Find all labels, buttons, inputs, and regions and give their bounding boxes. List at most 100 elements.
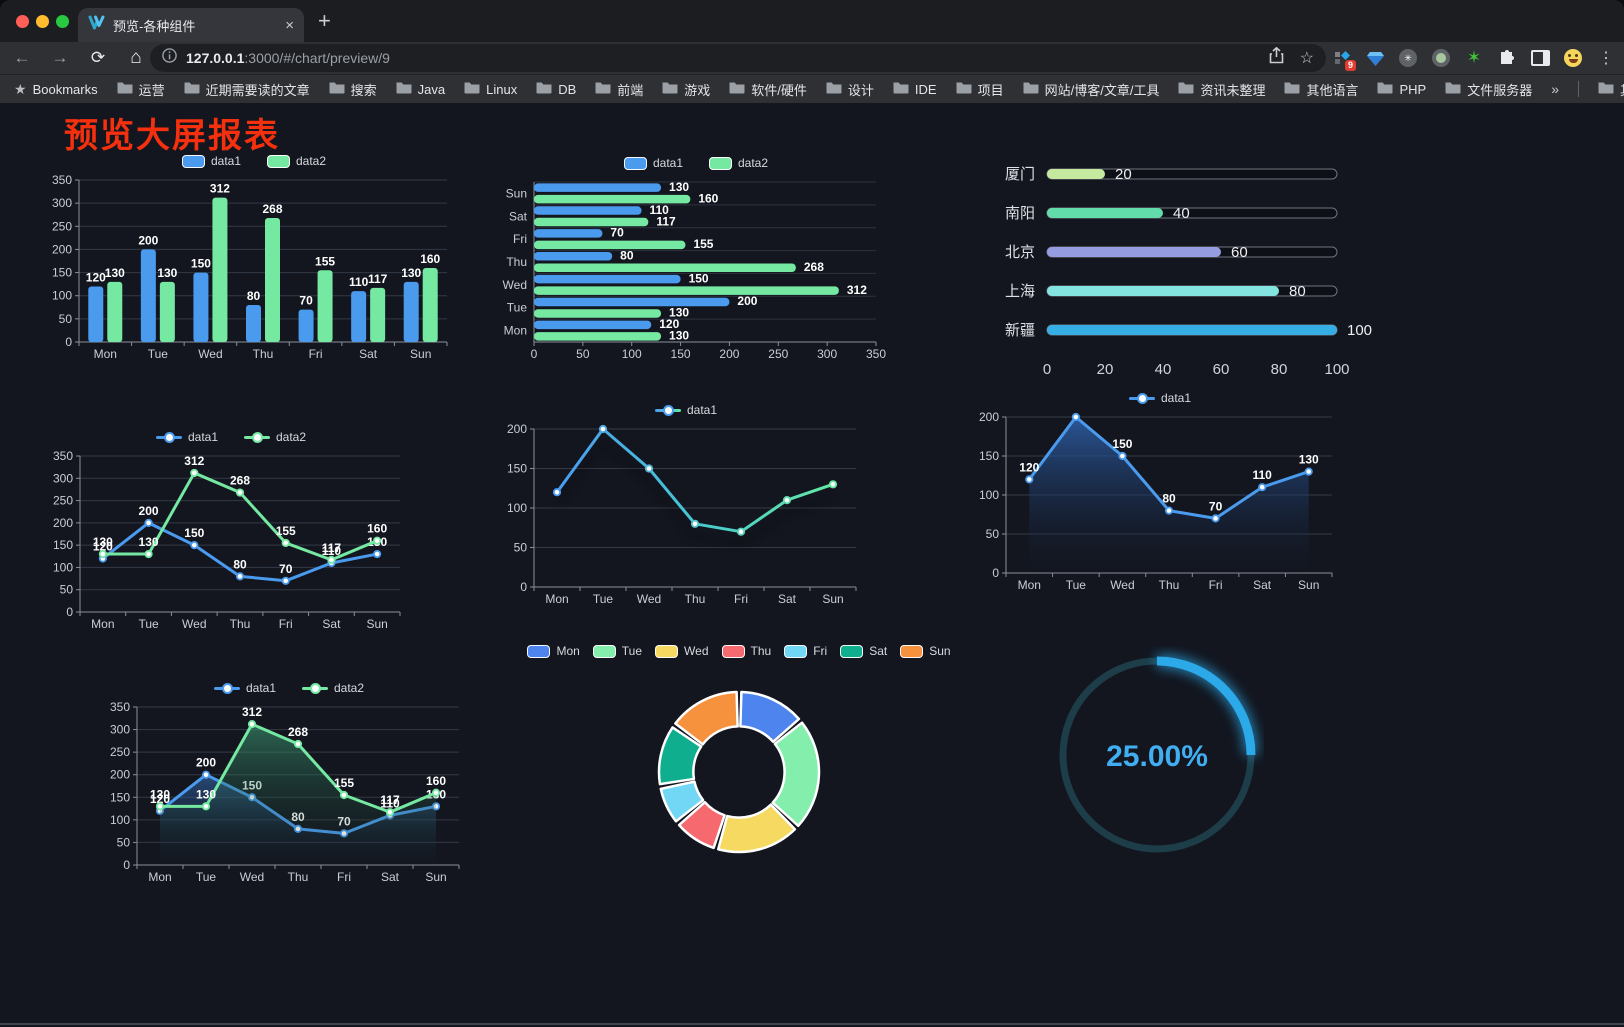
share-icon[interactable] bbox=[1269, 46, 1284, 69]
tab-close-icon[interactable]: × bbox=[285, 16, 294, 34]
legend-item[interactable]: Tue bbox=[592, 644, 642, 658]
legend-item[interactable]: Sat bbox=[840, 644, 887, 658]
legend-item[interactable]: data2 bbox=[267, 154, 326, 168]
bookmark-folder[interactable]: 运营 bbox=[117, 80, 165, 99]
window-zoom-button[interactable] bbox=[56, 15, 69, 28]
bookmarks-root[interactable]: ★ Bookmarks bbox=[14, 80, 98, 97]
star-extension-icon[interactable]: ✶ bbox=[1466, 48, 1482, 67]
bookmarks-divider bbox=[1578, 81, 1580, 97]
svg-text:200: 200 bbox=[110, 768, 130, 782]
svg-text:Thu: Thu bbox=[506, 255, 527, 269]
legend-item[interactable]: data1 bbox=[1128, 391, 1191, 405]
svg-text:120: 120 bbox=[1019, 460, 1039, 474]
svg-text:0: 0 bbox=[1043, 361, 1051, 378]
svg-text:80: 80 bbox=[247, 289, 261, 303]
legend-item[interactable]: data2 bbox=[302, 681, 364, 695]
bookmark-folder[interactable]: Java bbox=[396, 81, 445, 97]
bookmark-folder[interactable]: 近期需要读的文章 bbox=[184, 80, 310, 99]
bookmark-folder[interactable]: 游戏 bbox=[662, 80, 710, 99]
bookmark-folder[interactable]: 项目 bbox=[956, 80, 1004, 99]
donut-slice-Tue bbox=[771, 721, 821, 828]
site-info-icon[interactable] bbox=[162, 48, 177, 68]
svg-text:0: 0 bbox=[531, 347, 538, 361]
extension-grid-icon[interactable]: 9 bbox=[1332, 48, 1356, 71]
folder-icon bbox=[536, 81, 552, 97]
home-icon[interactable]: ⌂ bbox=[130, 47, 142, 68]
bookmark-folder[interactable]: 搜索 bbox=[329, 80, 377, 99]
legend-item[interactable]: data2 bbox=[709, 156, 768, 170]
line-grouped-canvas: 0 50 100 150 200 250 300 350 Mon Tue Wed Thu Fri Sat S… bbox=[53, 449, 401, 631]
emoji-extension-icon[interactable] bbox=[1563, 48, 1583, 68]
bar-horizontal-legend: data1 data2 bbox=[500, 152, 892, 174]
side-panel-icon[interactable] bbox=[1530, 48, 1550, 68]
bookmark-folder[interactable]: 网站/博客/文章/工具 bbox=[1023, 80, 1159, 99]
svg-text:117: 117 bbox=[322, 541, 342, 555]
other-bookmarks[interactable]: 其他书签 bbox=[1598, 80, 1624, 99]
address-bar[interactable]: 127.0.0.1:3000/#/chart/preview/9 ☆ bbox=[150, 44, 1326, 72]
folder-icon bbox=[1284, 81, 1300, 97]
bookmark-folder[interactable]: 资讯未整理 bbox=[1178, 80, 1265, 99]
svg-text:50: 50 bbox=[986, 527, 1000, 541]
svg-text:50: 50 bbox=[576, 347, 590, 361]
chart-line-grouped: data1 data2 0 50 100 150 200 250 300 350 Mon Tue Wed… bbox=[46, 426, 416, 634]
donut-slice-Wed bbox=[717, 803, 797, 854]
bookmark-folder[interactable]: IDE bbox=[893, 81, 937, 97]
dot-extension-icon[interactable] bbox=[1431, 48, 1451, 68]
svg-text:110: 110 bbox=[1252, 468, 1272, 482]
svg-text:80: 80 bbox=[233, 557, 247, 571]
svg-text:40: 40 bbox=[1155, 361, 1172, 378]
svg-text:150: 150 bbox=[1112, 437, 1132, 451]
forward-icon[interactable]: → bbox=[51, 48, 69, 67]
bookmark-folder[interactable]: PHP bbox=[1377, 81, 1426, 97]
asterisk-extension-icon[interactable]: ✳ bbox=[1398, 48, 1418, 68]
svg-text:150: 150 bbox=[671, 347, 691, 361]
bookmarks-overflow-chevron[interactable]: » bbox=[1551, 81, 1560, 97]
svg-text:50: 50 bbox=[59, 312, 73, 326]
bookmark-folder[interactable]: Linux bbox=[464, 81, 517, 97]
url-host: 127.0.0.1 bbox=[186, 50, 245, 66]
bookmark-folder[interactable]: DB bbox=[536, 81, 576, 97]
bookmark-folder[interactable]: 文件服务器 bbox=[1445, 80, 1532, 99]
window-minimize-button[interactable] bbox=[36, 15, 49, 28]
window-close-button[interactable] bbox=[16, 15, 29, 28]
svg-text:南阳: 南阳 bbox=[1005, 205, 1035, 222]
reload-icon[interactable]: ⟳ bbox=[90, 48, 106, 67]
browser-tab[interactable]: 预览-各种组件 × bbox=[78, 8, 304, 42]
gem-extension-icon[interactable] bbox=[1365, 48, 1385, 68]
legend-item[interactable]: data1 bbox=[155, 430, 218, 444]
svg-text:Wed: Wed bbox=[1110, 578, 1134, 592]
bookmark-folder[interactable]: 前端 bbox=[595, 80, 643, 99]
svg-text:70: 70 bbox=[610, 226, 624, 240]
donut-canvas bbox=[657, 690, 821, 854]
browser-menu-icon[interactable]: ⋮ bbox=[1598, 50, 1614, 67]
puzzle-extensions-icon[interactable] bbox=[1497, 48, 1517, 68]
legend-item[interactable]: Thu bbox=[721, 644, 771, 658]
legend-item[interactable]: data1 bbox=[181, 154, 241, 168]
legend-item[interactable]: Sun bbox=[900, 644, 951, 658]
legend-item[interactable]: Wed bbox=[655, 644, 709, 658]
folder-icon bbox=[662, 81, 678, 97]
svg-text:Wed: Wed bbox=[503, 278, 527, 292]
bookmark-folder[interactable]: 其他语言 bbox=[1284, 80, 1358, 99]
svg-text:110: 110 bbox=[349, 275, 369, 289]
new-tab-button[interactable]: + bbox=[318, 8, 331, 33]
legend-item[interactable]: Fri bbox=[784, 644, 827, 658]
legend-item[interactable]: data1 bbox=[654, 403, 717, 417]
svg-text:Wed: Wed bbox=[637, 592, 661, 606]
legend-item[interactable]: Mon bbox=[527, 644, 580, 658]
bookmark-star-icon[interactable]: ☆ bbox=[1299, 50, 1314, 67]
tab-title: 预览-各种组件 bbox=[113, 18, 196, 34]
bookmark-folder[interactable]: 设计 bbox=[826, 80, 874, 99]
legend-item[interactable]: data2 bbox=[244, 430, 306, 444]
back-icon[interactable]: ← bbox=[13, 48, 31, 67]
legend-item[interactable]: data1 bbox=[213, 681, 276, 695]
svg-text:300: 300 bbox=[52, 196, 72, 210]
svg-text:160: 160 bbox=[698, 191, 718, 205]
chart-progress-bars: 厦门 20 南阳 40 北京 60 上海 80 新疆 100 0 20 40 60 80 100 bbox=[995, 152, 1395, 384]
svg-text:110: 110 bbox=[649, 203, 669, 217]
svg-text:Mon: Mon bbox=[504, 324, 527, 338]
legend-item[interactable]: data1 bbox=[623, 156, 683, 170]
bookmark-folder[interactable]: 软件/硬件 bbox=[729, 80, 807, 99]
folder-icon bbox=[117, 81, 133, 97]
svg-text:155: 155 bbox=[693, 237, 713, 251]
